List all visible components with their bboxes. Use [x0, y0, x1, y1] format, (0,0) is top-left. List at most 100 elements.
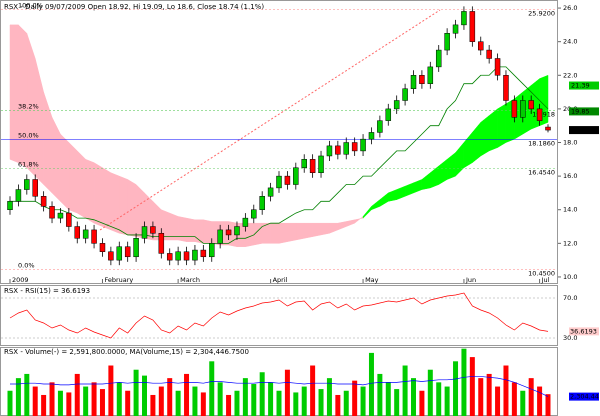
cloud: [287, 222, 297, 242]
volume-bar: [24, 373, 30, 416]
candle-body: [225, 229, 232, 236]
cloud: [43, 92, 53, 194]
candle-body: [360, 138, 366, 152]
volume-bar: [453, 361, 459, 416]
candle-body: [57, 212, 64, 219]
volume-bar: [537, 386, 543, 416]
candle-body: [209, 243, 215, 258]
volume-bar: [276, 390, 282, 416]
volume-bar: [184, 373, 190, 416]
candle-body: [377, 120, 383, 133]
cloud: [413, 179, 423, 194]
x-tick-label: Jul: [541, 276, 550, 284]
y-tick-label: 16.0: [563, 172, 577, 180]
cloud: [295, 222, 305, 241]
candle-body: [318, 155, 324, 174]
cloud: [362, 205, 372, 219]
volume-bar: [209, 361, 215, 416]
cloud: [203, 219, 212, 244]
level-label: 38.2%: [18, 102, 39, 110]
y-tick-label: 26.0: [563, 4, 577, 12]
candle-body: [452, 24, 459, 34]
volume-bar: [167, 378, 173, 416]
candle-body: [200, 249, 207, 258]
volume-bar: [469, 357, 475, 416]
candle-body: [158, 233, 165, 254]
y-tick-label: 24.0: [563, 38, 577, 46]
cloud: [278, 222, 288, 244]
candle-body: [234, 226, 240, 236]
candle-body: [419, 75, 425, 84]
cloud: [169, 212, 179, 241]
cloud: [177, 216, 187, 242]
ma-tag-label: 2,304.44: [570, 393, 599, 401]
y-tick-label: 22.0: [563, 71, 577, 79]
volume-bar: [310, 365, 316, 416]
candle-body: [435, 49, 442, 68]
cloud: [388, 189, 397, 202]
volume-bar: [436, 382, 442, 416]
volume-bar: [259, 372, 265, 416]
volume-bar: [66, 392, 72, 416]
cloud: [270, 222, 280, 244]
volume-bar: [293, 392, 299, 416]
candle-body: [267, 187, 274, 197]
candle-body: [469, 11, 476, 42]
cloud: [472, 121, 481, 164]
volume-bar: [419, 390, 425, 416]
candle-body: [259, 196, 265, 210]
volume-bar: [74, 373, 80, 416]
volume-bar: [326, 378, 332, 416]
candle-body: [494, 58, 501, 76]
candle-body: [444, 33, 450, 51]
candle-body: [66, 212, 72, 227]
candle-body: [284, 175, 291, 185]
cloud: [430, 165, 439, 189]
cloud: [404, 182, 414, 197]
volume-bar: [133, 369, 139, 416]
candle-body: [15, 189, 22, 202]
volume-bar: [495, 386, 501, 416]
cloud: [346, 219, 355, 227]
candle-body: [402, 88, 408, 101]
rsi-title: RSX - RSI(15) = 36.6193: [4, 287, 90, 295]
rsi-panel: [0, 285, 558, 346]
volume-bar: [511, 382, 517, 416]
cloud: [93, 162, 103, 227]
price-tag: [569, 126, 599, 135]
price-tag-label: 19.85: [571, 107, 590, 115]
candle-body: [7, 201, 13, 210]
candle-body: [301, 159, 307, 168]
cloud: [329, 222, 339, 234]
cloud: [337, 221, 347, 231]
cloud: [60, 133, 70, 211]
candle-body: [175, 251, 181, 261]
volume-bar: [377, 373, 383, 416]
volume-bar: [226, 394, 232, 416]
x-tick-label: March: [180, 276, 200, 284]
volume-bar: [343, 390, 349, 416]
level-value-label: 10.4500: [528, 269, 555, 277]
volume-bar: [461, 348, 467, 416]
volume-bar: [352, 380, 358, 416]
candle-body: [536, 108, 543, 121]
candle-body: [49, 206, 55, 219]
volume-bar: [251, 384, 257, 416]
cloud: [119, 175, 128, 236]
volume-bar: [99, 389, 105, 416]
level-label: 61.8%: [18, 160, 39, 168]
volume-bar: [284, 369, 290, 416]
cloud: [110, 172, 120, 234]
candle-body: [40, 196, 47, 207]
volume-bar: [175, 390, 181, 416]
candle-body: [251, 209, 257, 219]
price-tag: [569, 107, 599, 116]
volume-bar: [234, 390, 240, 416]
candle-body: [368, 132, 375, 140]
x-tick-label: April: [273, 276, 288, 284]
level-value-label: 19.918: [532, 110, 555, 118]
volume-bar: [335, 394, 341, 416]
candle-body: [124, 246, 131, 258]
candle-body: [486, 49, 492, 59]
